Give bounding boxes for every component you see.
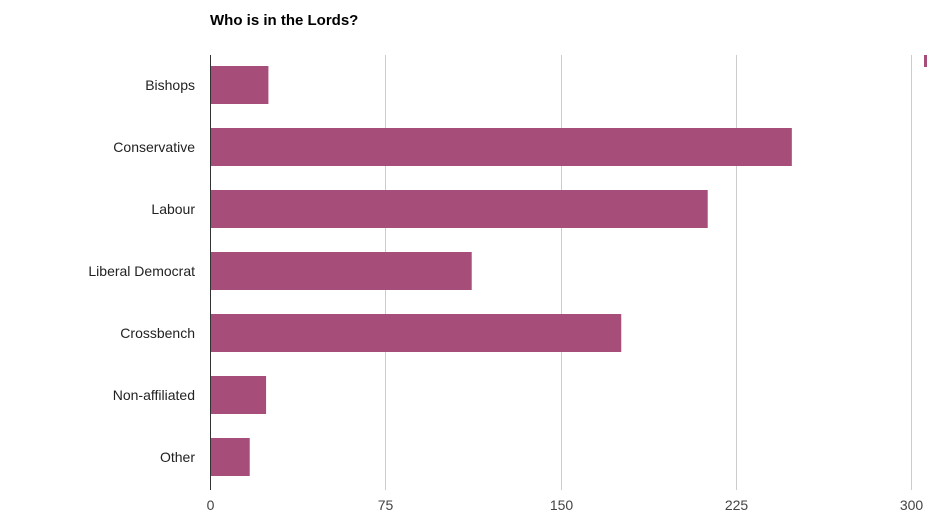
x-tick-label-150: 150 bbox=[550, 497, 574, 513]
x-tick-label-0: 0 bbox=[207, 497, 215, 513]
bar-labour[interactable] bbox=[210, 190, 708, 228]
category-label-crossbench: Crossbench bbox=[120, 325, 195, 341]
bar-bishops[interactable] bbox=[210, 66, 269, 104]
x-axis-ticks: 0 75 150 225 300 bbox=[207, 497, 924, 513]
bar-other[interactable] bbox=[210, 438, 250, 476]
bar-liberal-democrat[interactable] bbox=[210, 252, 472, 290]
category-label-labour: Labour bbox=[151, 201, 195, 217]
chart-title: Who is in the Lords? bbox=[210, 12, 359, 29]
category-labels: Bishops Conservative Labour Liberal Democra… bbox=[88, 77, 195, 465]
legend-swatch bbox=[924, 55, 927, 67]
category-label-other: Other bbox=[160, 449, 195, 465]
bar-conservative[interactable] bbox=[210, 128, 792, 166]
category-label-liberal-democrat: Liberal Democrat bbox=[88, 263, 195, 279]
bar-crossbench[interactable] bbox=[210, 314, 622, 352]
category-label-conservative: Conservative bbox=[113, 139, 195, 155]
category-label-non-affiliated: Non-affiliated bbox=[113, 387, 195, 403]
bar-non-affiliated[interactable] bbox=[210, 376, 267, 414]
x-tick-label-75: 75 bbox=[378, 497, 394, 513]
x-tick-label-300: 300 bbox=[900, 497, 924, 513]
x-tick-label-225: 225 bbox=[725, 497, 749, 513]
bars bbox=[210, 66, 792, 476]
category-label-bishops: Bishops bbox=[145, 77, 195, 93]
